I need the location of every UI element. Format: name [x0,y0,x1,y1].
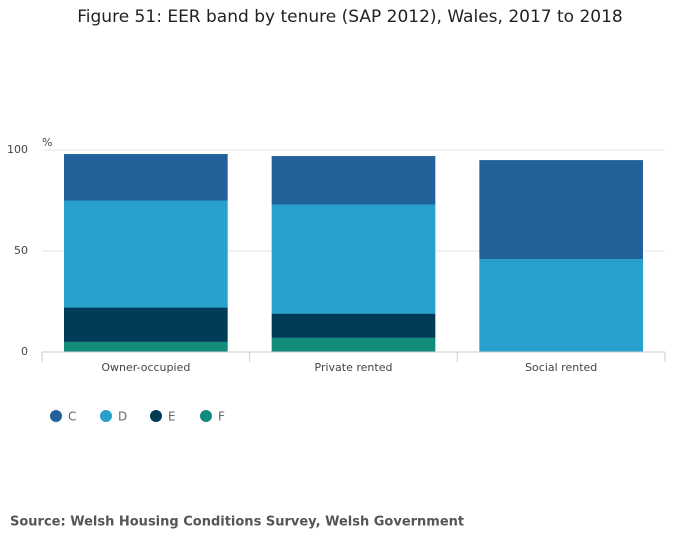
bar-segment [271,204,436,314]
bar-segment [271,337,436,352]
bar-segment [64,154,228,201]
bar-segment [271,313,436,338]
y-axis-label: % [42,136,52,149]
legend-label: F [218,410,225,424]
x-tick-label: Social rented [525,361,597,374]
x-tick-label: Private rented [315,361,393,374]
source: Source: Welsh Housing Conditions Survey,… [10,515,464,530]
bar-segment [479,259,643,352]
bar-segment [271,156,436,205]
bar-segment [64,200,228,308]
y-tick-label: 50 [14,244,28,257]
bar-segment [64,341,228,352]
y-tick-label: 0 [21,345,28,358]
y-tick-label: 100 [7,143,28,156]
legend-label: C [68,410,76,424]
x-tick-label: Owner-occupied [101,361,190,374]
legend-label: D [118,410,127,424]
legend-marker [150,410,162,422]
bar-segment [64,307,228,342]
legend-marker [100,410,112,422]
legend-marker [200,410,212,422]
legend-marker [50,410,62,422]
legend-label: E [168,410,176,424]
chart-title: Figure 51: EER band by tenure (SAP 2012)… [77,7,622,27]
bar-segment [479,160,643,260]
